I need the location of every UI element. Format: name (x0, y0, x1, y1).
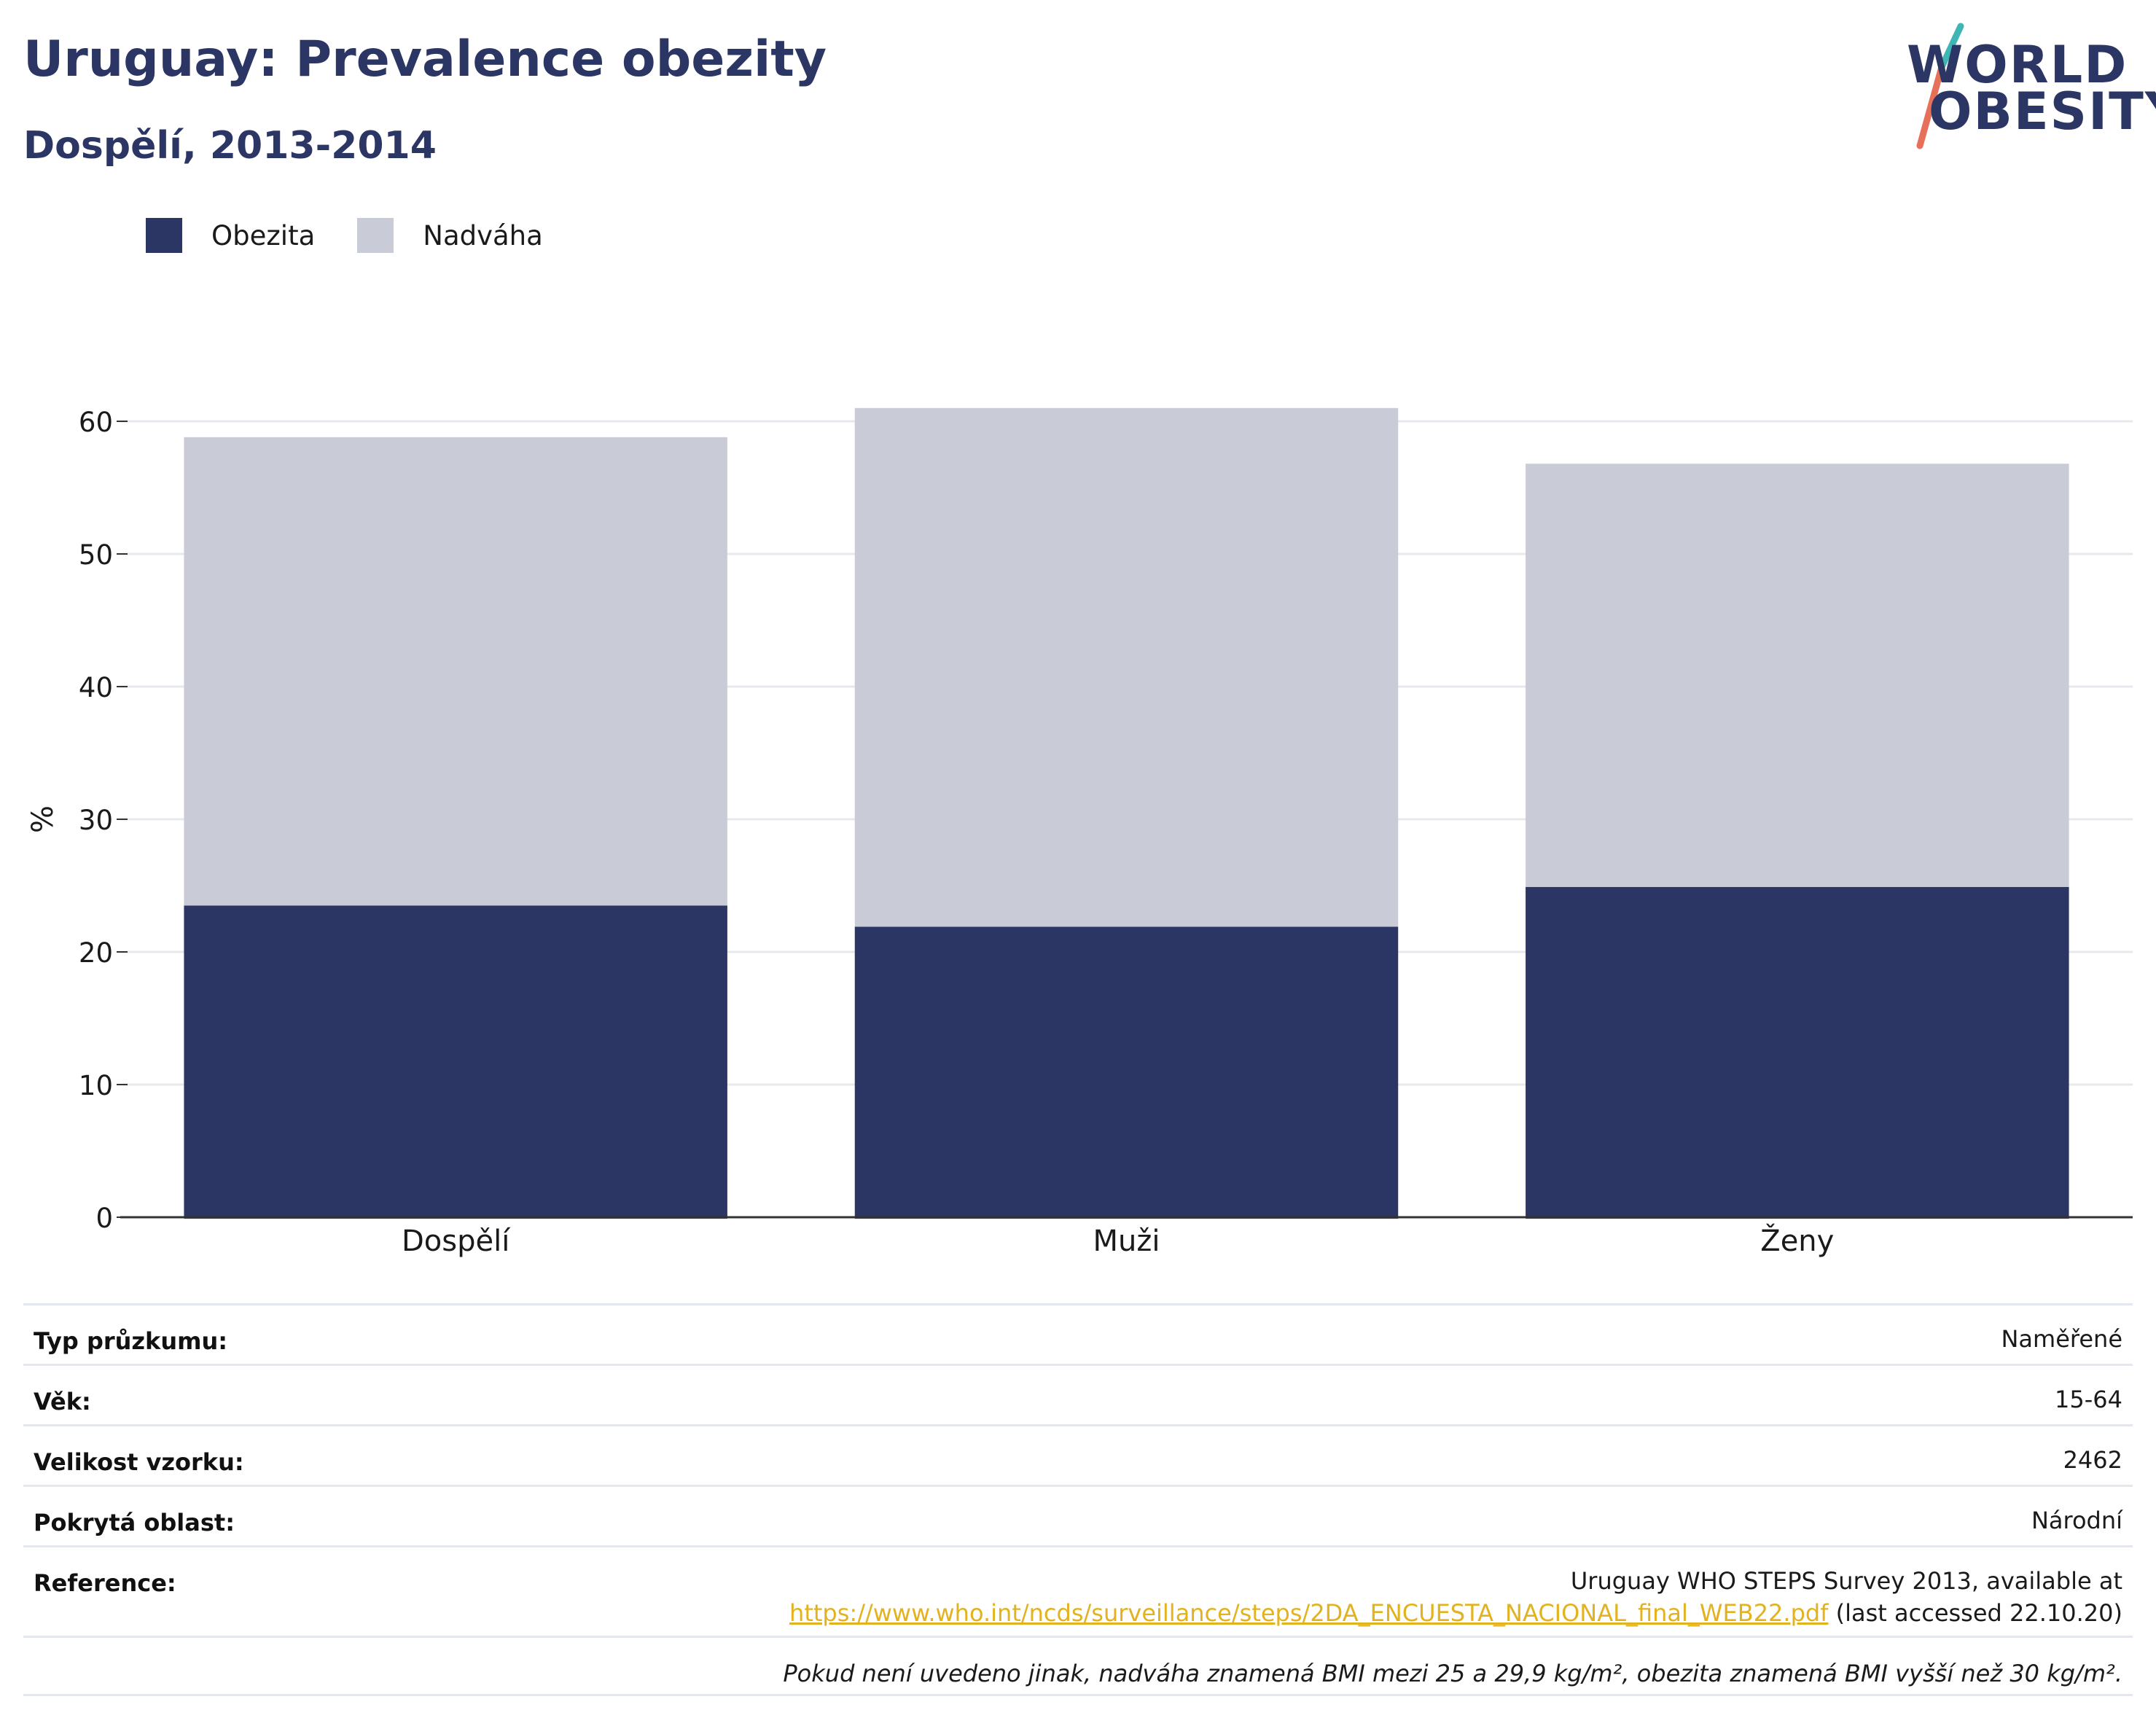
reference-value: Uruguay WHO STEPS Survey 2013, available… (789, 1565, 2122, 1629)
bar-nadváha-1 (854, 407, 1399, 927)
logo-text-obesity: OBESITY (1929, 82, 2156, 141)
survey-type-label: Typ průzkumu: (34, 1327, 228, 1355)
chart-title: Uruguay: Prevalence obezity (23, 31, 827, 88)
logo-text-world: WORLD (1907, 35, 2128, 95)
reference-label: Reference: (34, 1569, 176, 1597)
chart-subtitle: Dospělí, 2013-2014 (23, 124, 437, 168)
legend-item-nadvaha: Nadváha (357, 218, 543, 253)
logo-slash-icon (1916, 23, 1964, 149)
x-tick-label-2: Ženy (1760, 1223, 1834, 1258)
y-tick-label-0: 0 (95, 1203, 113, 1234)
area-value: Národní (2031, 1507, 2122, 1534)
bar-nadváha-0 (184, 437, 727, 906)
bar-obezita-1 (854, 926, 1399, 1219)
y-tick-label-30: 30 (79, 805, 113, 836)
survey-type-value: Naměřené (2001, 1325, 2122, 1353)
y-axis-label: % (26, 805, 60, 833)
bar-obezita-0 (184, 905, 727, 1219)
y-tick-label-20: 20 (79, 937, 113, 969)
bmi-definition-note: Pokud není uvedeno jinak, nadváha znamen… (783, 1660, 2122, 1687)
bar-obezita-2 (1526, 886, 2069, 1219)
area-label: Pokrytá oblast: (34, 1509, 235, 1536)
stacked-bar-chart: 0 10 20 30 40 50 60% Dospělí Muži Ženy (26, 407, 2133, 1258)
info-row-sample-size: Velikost vzorku: 2462 (23, 1424, 2133, 1485)
legend-label-obezita: Obezita (211, 219, 316, 251)
reference-link[interactable]: https://www.who.int/ncds/surveillance/st… (789, 1599, 1829, 1627)
y-tick-label-60: 60 (79, 407, 113, 438)
y-tick-label-50: 50 (79, 539, 113, 571)
info-row-note: Pokud není uvedeno jinak, nadváha znamen… (23, 1636, 2133, 1696)
info-row-age: Věk: 15-64 (23, 1364, 2133, 1424)
x-tick-label-0: Dospělí (402, 1225, 511, 1258)
age-value: 15-64 (2055, 1386, 2122, 1413)
info-row-reference: Reference: Uruguay WHO STEPS Survey 2013… (23, 1545, 2133, 1636)
age-label: Věk: (34, 1388, 91, 1415)
y-tick-label-10: 10 (79, 1070, 113, 1101)
legend-label-nadvaha: Nadváha (423, 219, 543, 251)
legend-swatch-nadvaha (357, 218, 394, 253)
legend-swatch-obezita (146, 218, 182, 253)
reference-text: Uruguay WHO STEPS Survey 2013, available… (1570, 1567, 2122, 1595)
y-tick-label-40: 40 (79, 672, 113, 703)
info-row-survey-type: Typ průzkumu: Naměřené (23, 1303, 2133, 1364)
sample-size-label: Velikost vzorku: (34, 1448, 244, 1476)
world-obesity-logo: WORLD OBESITY (1902, 22, 2156, 153)
reference-accessed: (last accessed 22.10.20) (1828, 1599, 2122, 1627)
info-row-area: Pokrytá oblast: Národní (23, 1485, 2133, 1545)
x-tick-label-1: Muži (1093, 1225, 1160, 1258)
legend-item-obezita: Obezita (146, 218, 315, 253)
bar-nadváha-2 (1526, 464, 2069, 887)
sample-size-value: 2462 (2063, 1446, 2122, 1474)
survey-info-table: Typ průzkumu: Naměřené Věk: 15-64 Veliko… (23, 1303, 2133, 1696)
chart-legend: Obezita Nadváha (146, 217, 585, 254)
